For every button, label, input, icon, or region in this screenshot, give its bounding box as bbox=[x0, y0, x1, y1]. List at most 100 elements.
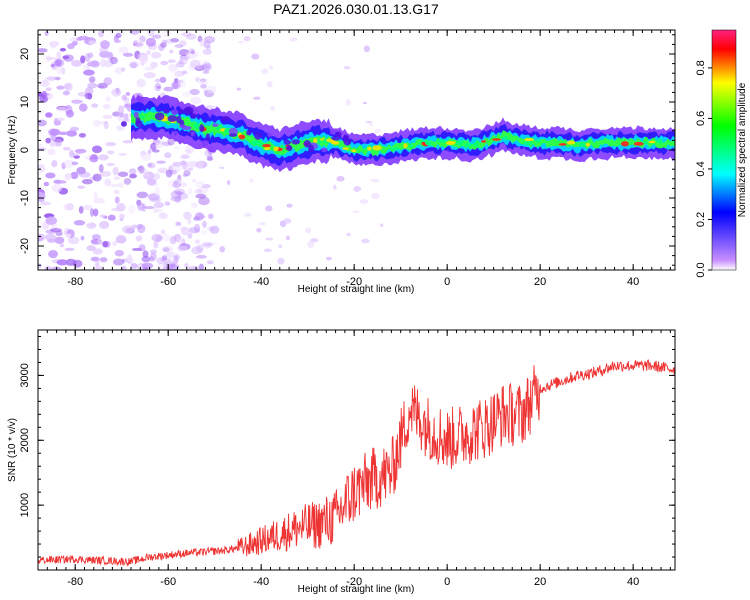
noise-blob bbox=[363, 45, 370, 53]
colorbar-ticks: 0.0 0.2 0.4 0.6 0.8 bbox=[695, 60, 712, 278]
noise-blob bbox=[44, 30, 49, 37]
noise-blob bbox=[183, 169, 191, 177]
noise-blob bbox=[44, 266, 53, 270]
noise-blob bbox=[198, 80, 209, 85]
ridge-blob bbox=[212, 123, 219, 128]
noise-blob bbox=[65, 109, 74, 118]
noise-blob bbox=[138, 165, 145, 174]
spectrogram-x-tick-label: -60 bbox=[160, 276, 176, 288]
ridge-blob bbox=[199, 124, 205, 133]
noise-blob bbox=[56, 117, 65, 122]
noise-blob bbox=[64, 83, 72, 90]
noise-blob bbox=[167, 59, 176, 64]
noise-blob bbox=[115, 235, 127, 244]
noise-blob bbox=[187, 167, 194, 171]
spectrogram-y-tick-label: 10 bbox=[19, 96, 31, 108]
noise-blob bbox=[117, 105, 125, 114]
noise-blob bbox=[197, 186, 208, 194]
noise-blob bbox=[195, 77, 200, 82]
noise-blob bbox=[149, 256, 155, 262]
noise-blob bbox=[147, 149, 152, 155]
noise-blob bbox=[129, 62, 138, 69]
noise-blob bbox=[66, 130, 78, 137]
noise-blob bbox=[49, 228, 62, 233]
noise-blob bbox=[207, 242, 218, 246]
ridge-blob bbox=[246, 130, 252, 136]
noise-blob bbox=[170, 38, 180, 43]
noise-blob bbox=[202, 220, 207, 228]
noise-blob bbox=[82, 204, 93, 211]
noise-blob bbox=[162, 246, 174, 252]
noise-blob bbox=[153, 240, 159, 249]
snr-series-line bbox=[38, 359, 675, 567]
ridge-hotspot bbox=[566, 140, 576, 145]
noise-blob bbox=[263, 248, 272, 253]
noise-blob bbox=[188, 265, 200, 270]
noise-blob bbox=[170, 81, 181, 90]
noise-blob bbox=[156, 85, 161, 89]
noise-blob bbox=[190, 49, 195, 55]
noise-blob bbox=[195, 160, 204, 170]
ridge-blob bbox=[329, 128, 337, 135]
noise-blob bbox=[113, 258, 125, 266]
noise-blob bbox=[278, 244, 283, 249]
noise-blob bbox=[189, 88, 200, 96]
noise-blob bbox=[136, 78, 146, 88]
chart-title: PAZ1.2026.030.01.13.G17 bbox=[273, 1, 439, 17]
noise-blob bbox=[136, 191, 149, 199]
ridge-hotspot bbox=[326, 138, 334, 143]
ridge-blob bbox=[303, 140, 311, 148]
noise-blob bbox=[186, 160, 199, 168]
noise-blob bbox=[195, 255, 207, 259]
noise-blob bbox=[88, 222, 97, 228]
noise-blob bbox=[102, 240, 109, 248]
spectrogram-marks bbox=[38, 30, 675, 270]
noise-blob bbox=[99, 214, 106, 218]
snr-marks bbox=[38, 359, 675, 567]
noise-blob bbox=[158, 212, 168, 220]
noise-blob bbox=[153, 201, 165, 209]
noise-blob bbox=[87, 82, 98, 89]
noise-blob bbox=[71, 99, 83, 104]
noise-blob bbox=[98, 164, 104, 173]
spectrogram-panel: -80 -60 -40 -20 0 20 40 -20 -10 0 10 20 Height of … bbox=[7, 29, 676, 295]
ridge-blob bbox=[163, 108, 170, 114]
noise-blob bbox=[163, 233, 170, 242]
spectrogram-x-tick-label: 0 bbox=[444, 276, 450, 288]
noise-blob bbox=[80, 235, 85, 241]
noise-blob bbox=[180, 226, 190, 236]
noise-blob bbox=[104, 178, 112, 187]
noise-blob bbox=[119, 213, 125, 219]
noise-blob bbox=[191, 246, 203, 255]
ridge-hotspot bbox=[558, 143, 567, 146]
noise-blob bbox=[369, 123, 373, 127]
noise-blob bbox=[122, 52, 134, 57]
ridge-blob bbox=[167, 115, 178, 122]
noise-blob bbox=[203, 35, 216, 44]
noise-blob bbox=[86, 62, 95, 67]
noise-blob bbox=[175, 61, 185, 68]
noise-blob bbox=[152, 34, 162, 39]
noise-blob bbox=[169, 164, 182, 173]
colorbar-tick-label: 0.6 bbox=[695, 111, 707, 126]
ridge-hotspot bbox=[264, 146, 271, 151]
noise-blob bbox=[146, 178, 157, 186]
noise-blob bbox=[38, 163, 46, 173]
noise-blob bbox=[92, 264, 102, 270]
noise-blob bbox=[62, 90, 70, 96]
noise-blob bbox=[194, 239, 200, 245]
noise-blob bbox=[137, 224, 146, 234]
noise-blob bbox=[307, 240, 315, 248]
noise-blob bbox=[117, 112, 122, 122]
ridge-hotspot bbox=[620, 141, 629, 147]
noise-blob bbox=[91, 103, 99, 108]
noise-blob bbox=[184, 145, 195, 155]
noise-blob bbox=[138, 167, 148, 174]
noise-blob bbox=[160, 229, 166, 235]
noise-blob bbox=[43, 181, 50, 187]
noise-blob bbox=[172, 161, 183, 167]
noise-blob bbox=[184, 263, 189, 269]
ridge-hotspot bbox=[446, 141, 457, 144]
noise-blob bbox=[102, 114, 113, 119]
noise-blob bbox=[87, 52, 94, 59]
